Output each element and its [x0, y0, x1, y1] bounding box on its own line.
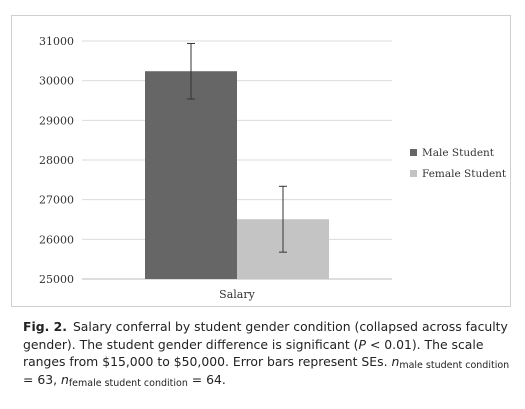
caption-n-male-value: = 63,	[23, 371, 61, 387]
caption-text-part-2: < 0.01). The scale ranges from $15,000 t…	[23, 336, 484, 370]
legend-swatch-male-student	[410, 149, 417, 156]
bar-chart: 25000 26000 27000 28000 29000 30000 31000 Salar…	[39, 35, 507, 301]
y-tick-label: 29000	[39, 114, 74, 127]
y-tick-label: 28000	[39, 154, 74, 167]
y-tick-label: 31000	[39, 35, 74, 48]
caption-n-male-symbol: n	[391, 354, 400, 369]
y-tick-label: 25000	[39, 273, 74, 286]
caption-text-part-1: Salary conferral by student gender condi…	[23, 319, 508, 352]
caption-n-female-subscript: female student condition	[68, 377, 188, 389]
figure-caption: Fig. 2. Salary conferral by student gende…	[23, 318, 513, 388]
caption-p-symbol: P	[358, 336, 366, 352]
legend-label-female-student: Female Student	[422, 168, 507, 180]
y-tick-label: 27000	[39, 194, 74, 207]
caption-n-female-value: = 64.	[187, 371, 226, 387]
legend-swatch-female-student	[410, 170, 417, 177]
caption-figure-label: Fig. 2.	[23, 319, 67, 334]
legend-label-male-student: Male Student	[422, 147, 495, 159]
y-tick-label: 30000	[39, 75, 74, 88]
caption-n-female-symbol: n	[60, 371, 69, 387]
x-category-label: Salary	[219, 288, 255, 301]
chart-frame: 25000 26000 27000 28000 29000 30000 31000 Salar…	[11, 15, 511, 307]
caption-n-male-subscript: male student condition	[399, 360, 510, 371]
y-tick-label: 26000	[39, 233, 74, 246]
bar-male-student	[145, 71, 237, 279]
